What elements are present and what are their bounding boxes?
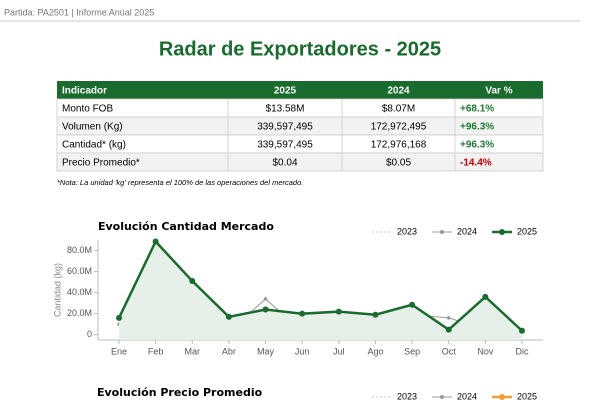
point xyxy=(409,301,416,308)
y-tick-label: 60.0M xyxy=(67,266,92,276)
point xyxy=(299,310,306,317)
header-text: Partida: PA2501 | Informe Anual 2025 xyxy=(4,7,154,17)
point xyxy=(262,306,269,313)
x-tick-label: Jul xyxy=(333,346,345,356)
point xyxy=(446,316,451,320)
legend-label: 2024 xyxy=(457,226,477,236)
table-cell: 172,972,495 xyxy=(371,122,427,133)
legend-marker xyxy=(440,230,444,234)
y-axis-label: Cantidad (kg) xyxy=(52,263,62,317)
line xyxy=(117,239,523,332)
page-title: Radar de Exportadores - 2025 xyxy=(159,38,441,60)
x-tick-label: May xyxy=(257,346,275,356)
table-cell: -14.4% xyxy=(460,158,492,169)
point xyxy=(482,293,489,300)
x-tick-label: Ago xyxy=(367,346,383,356)
x-tick-label: Jun xyxy=(295,346,310,356)
y-tick-label: 20.0M xyxy=(67,308,92,318)
note: *Nota: La unidad 'kg' representa el 100%… xyxy=(57,178,303,187)
table-row-bg xyxy=(56,152,544,172)
legend-marker xyxy=(499,394,505,400)
table-cell: +96.3% xyxy=(460,140,494,151)
chart-title: Evolución Cantidad Mercado xyxy=(98,220,274,233)
x-tick-label: Nov xyxy=(477,346,494,356)
point xyxy=(116,314,122,321)
x-tick-label: Abr xyxy=(222,346,236,356)
point xyxy=(225,313,232,320)
table-header-bg xyxy=(57,81,543,99)
point xyxy=(152,238,159,245)
table-cell: Monto FOB xyxy=(62,104,113,115)
y-tick-label: 0 xyxy=(87,329,92,339)
legend-marker xyxy=(499,229,505,235)
table-header-cell: Indicador xyxy=(62,86,107,97)
table-cell: +96.3% xyxy=(460,122,494,133)
x-tick-label: Oct xyxy=(442,346,457,356)
table-cell: Cantidad* (kg) xyxy=(62,140,126,151)
legend-label: 2023 xyxy=(397,391,417,400)
table-cell: +68.1% xyxy=(460,104,494,115)
point xyxy=(335,308,342,315)
table-header-cell: 2024 xyxy=(387,86,410,97)
chart-title: Evolución Precio Promedio xyxy=(97,386,263,399)
table-cell: 172,976,168 xyxy=(371,140,427,151)
table-cell: $0.04 xyxy=(272,158,297,169)
point xyxy=(263,297,268,301)
x-tick-label: Sep xyxy=(404,346,420,356)
table-cell: $0.05 xyxy=(386,158,411,169)
table-cell: Volumen (Kg) xyxy=(62,122,123,133)
x-tick-label: Feb xyxy=(148,346,164,356)
table-cell: $8.07M xyxy=(382,104,415,115)
x-tick-label: Dic xyxy=(516,346,529,356)
x-tick-label: Ene xyxy=(111,346,127,356)
point xyxy=(445,326,452,333)
legend-marker xyxy=(440,395,444,399)
legend-label: 2024 xyxy=(457,391,477,400)
table-cell: Precio Promedio* xyxy=(62,158,140,169)
legend-label: 2025 xyxy=(517,391,537,400)
area xyxy=(119,241,522,340)
y-tick-label: 80.0M xyxy=(67,245,92,255)
table-header-cell: Var % xyxy=(485,86,512,97)
legend-label: 2025 xyxy=(517,226,537,236)
y-tick-label: 40.0M xyxy=(67,287,92,297)
point xyxy=(372,311,379,318)
table-cell: 339,597,495 xyxy=(257,122,313,133)
table-cell: $13.58M xyxy=(266,104,305,115)
point xyxy=(519,327,525,334)
point xyxy=(189,278,196,285)
legend-label: 2023 xyxy=(397,226,417,236)
table-header-cell: 2025 xyxy=(274,86,297,97)
x-tick-label: Mar xyxy=(185,346,201,356)
table-cell: 339,597,495 xyxy=(257,140,313,151)
